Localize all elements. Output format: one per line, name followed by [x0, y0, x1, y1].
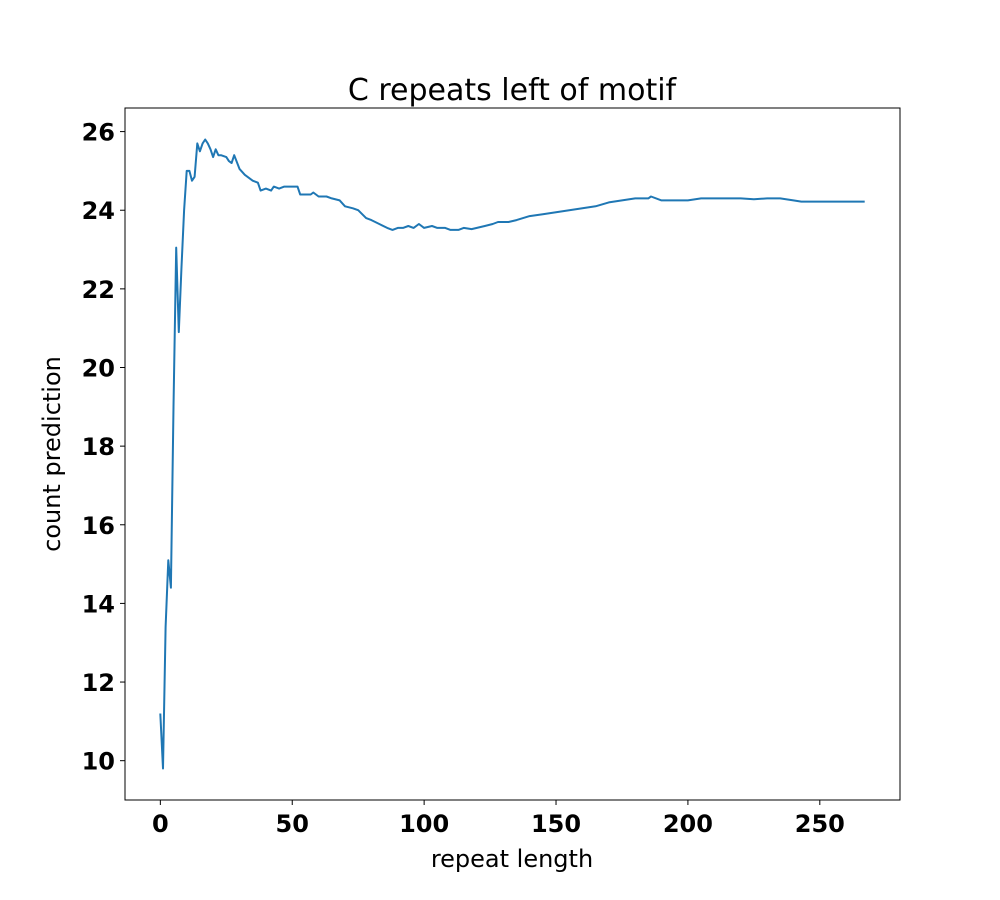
y-tick-label: 26: [82, 119, 115, 147]
x-tick-label: 200: [663, 810, 713, 838]
x-tick-label: 150: [531, 810, 581, 838]
y-tick-label: 20: [82, 355, 115, 383]
x-axis-label: repeat length: [431, 845, 593, 873]
y-tick-label: 10: [82, 748, 115, 776]
x-tick-label: 50: [276, 810, 309, 838]
y-tick-label: 24: [82, 197, 115, 225]
series-line: [159, 138, 865, 770]
y-tick-label: 12: [82, 669, 115, 697]
x-tick-label: 250: [795, 810, 845, 838]
y-axis-label: count prediction: [38, 356, 66, 552]
y-tick-label: 14: [82, 590, 115, 618]
y-tick-label: 22: [82, 276, 115, 304]
x-tick-label: 100: [399, 810, 449, 838]
y-tick-label: 16: [82, 512, 115, 540]
chart-title: C repeats left of motif: [348, 73, 678, 108]
y-tick-label: 18: [82, 433, 115, 461]
x-tick-label: 0: [152, 810, 169, 838]
plot-frame: [124, 107, 901, 801]
